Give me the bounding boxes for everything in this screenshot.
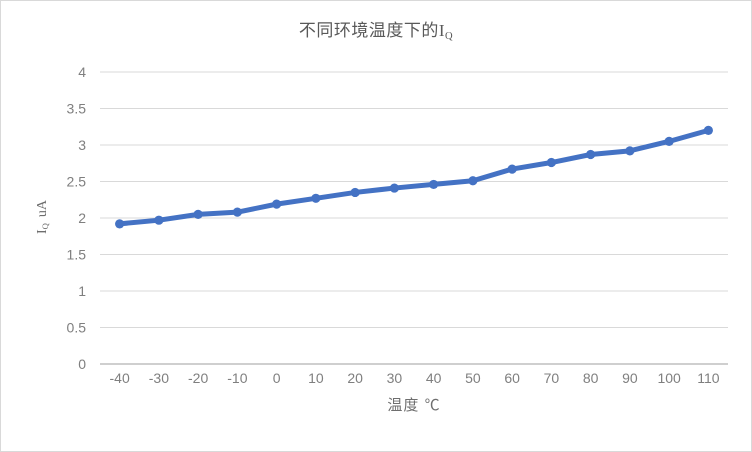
y-tick-label: 2.5: [67, 174, 87, 190]
x-tick-label: 0: [273, 370, 281, 386]
data-point-marker: [664, 136, 674, 146]
x-tick-label: 50: [465, 370, 481, 386]
y-tick-label: 3.5: [67, 101, 87, 117]
chart-title: 不同环境温度下的IQ: [1, 16, 751, 42]
x-tick-label: 60: [504, 370, 520, 386]
x-tick-label: 70: [544, 370, 560, 386]
data-point-marker: [389, 183, 399, 193]
chart-title-text: 不同环境温度下的: [298, 21, 439, 40]
y-tick-label: 1: [78, 283, 86, 299]
data-point-marker: [232, 207, 242, 217]
x-tick-label: 20: [347, 370, 363, 386]
x-tick-label: 110: [697, 370, 720, 386]
series-line: [117, 127, 711, 227]
y-tick-label: 0: [78, 356, 86, 372]
data-point-marker: [429, 179, 439, 190]
y-tick-label: 4: [78, 64, 86, 80]
data-point-marker: [154, 215, 164, 225]
data-point-marker: [350, 187, 360, 198]
chart-title-subscript: Q: [445, 30, 454, 42]
x-tick-label: 30: [387, 370, 403, 386]
x-tick-label: 40: [426, 370, 442, 386]
x-tick-label: 10: [308, 370, 324, 386]
data-point-marker: [272, 199, 282, 209]
data-point-marker: [115, 219, 125, 229]
x-tick-label: -20: [188, 370, 208, 386]
data-point-marker: [311, 193, 321, 203]
chart-title-symbol: I: [438, 21, 446, 40]
y-tick-label: 1.5: [67, 247, 87, 263]
y-tick-label: 2: [78, 210, 86, 226]
data-point-marker: [507, 164, 517, 174]
data-point-marker: [193, 209, 203, 219]
x-tick-label: -30: [149, 370, 169, 386]
x-axis-title: 温度 ℃: [387, 397, 441, 414]
x-tick-label: 80: [583, 370, 599, 386]
x-tick-label: 90: [622, 370, 638, 386]
data-point-marker: [625, 146, 635, 156]
x-tick-label: -40: [110, 370, 130, 386]
y-tick-label: 3: [78, 137, 86, 153]
y-tick-label: 0.5: [67, 320, 87, 336]
data-point-marker: [586, 149, 596, 160]
data-point-marker: [468, 176, 478, 186]
data-point-marker: [703, 125, 713, 135]
x-tick-label: -10: [227, 370, 247, 386]
data-point-marker: [546, 157, 556, 168]
x-tick-label: 100: [657, 370, 681, 386]
